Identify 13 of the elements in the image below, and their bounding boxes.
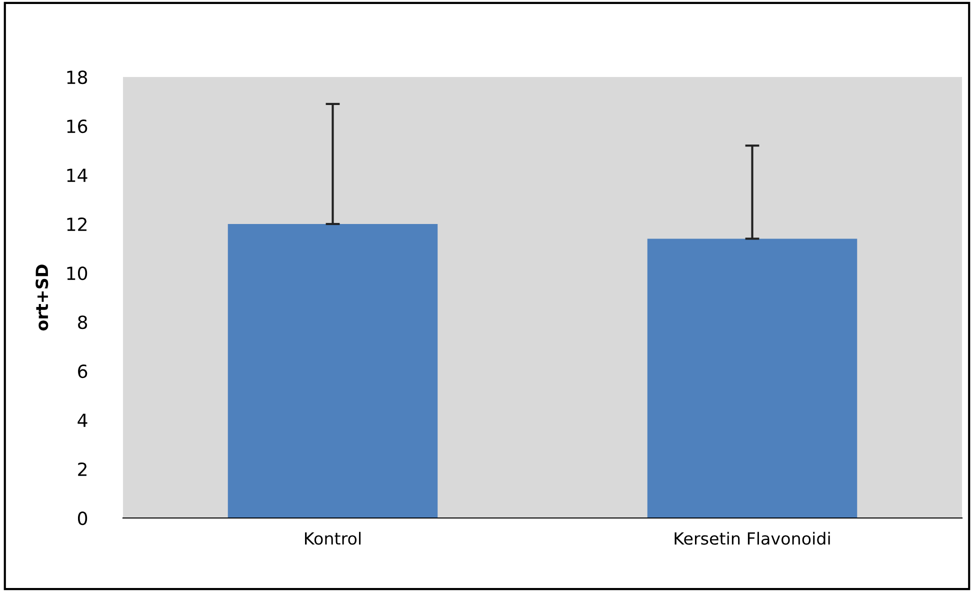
x-tick-label: Kontrol: [305, 532, 361, 545]
y-axis-title: ort+SD: [36, 264, 48, 331]
y-tick-label: 10: [67, 266, 88, 280]
y-tick-label: 0: [78, 511, 88, 526]
x-tick-label: Kersetin Flavonoidi: [674, 532, 830, 545]
y-tick-label: 2: [78, 462, 86, 476]
y-tick-label: 14: [67, 168, 88, 182]
y-tick-label: 8: [78, 315, 88, 330]
y-tick-label: 6: [78, 364, 88, 378]
y-tick-label: 16: [67, 119, 88, 134]
y-tick-label: 18: [67, 70, 88, 84]
y-tick-label: 4: [78, 414, 88, 427]
y-tick-label: 12: [67, 217, 86, 231]
